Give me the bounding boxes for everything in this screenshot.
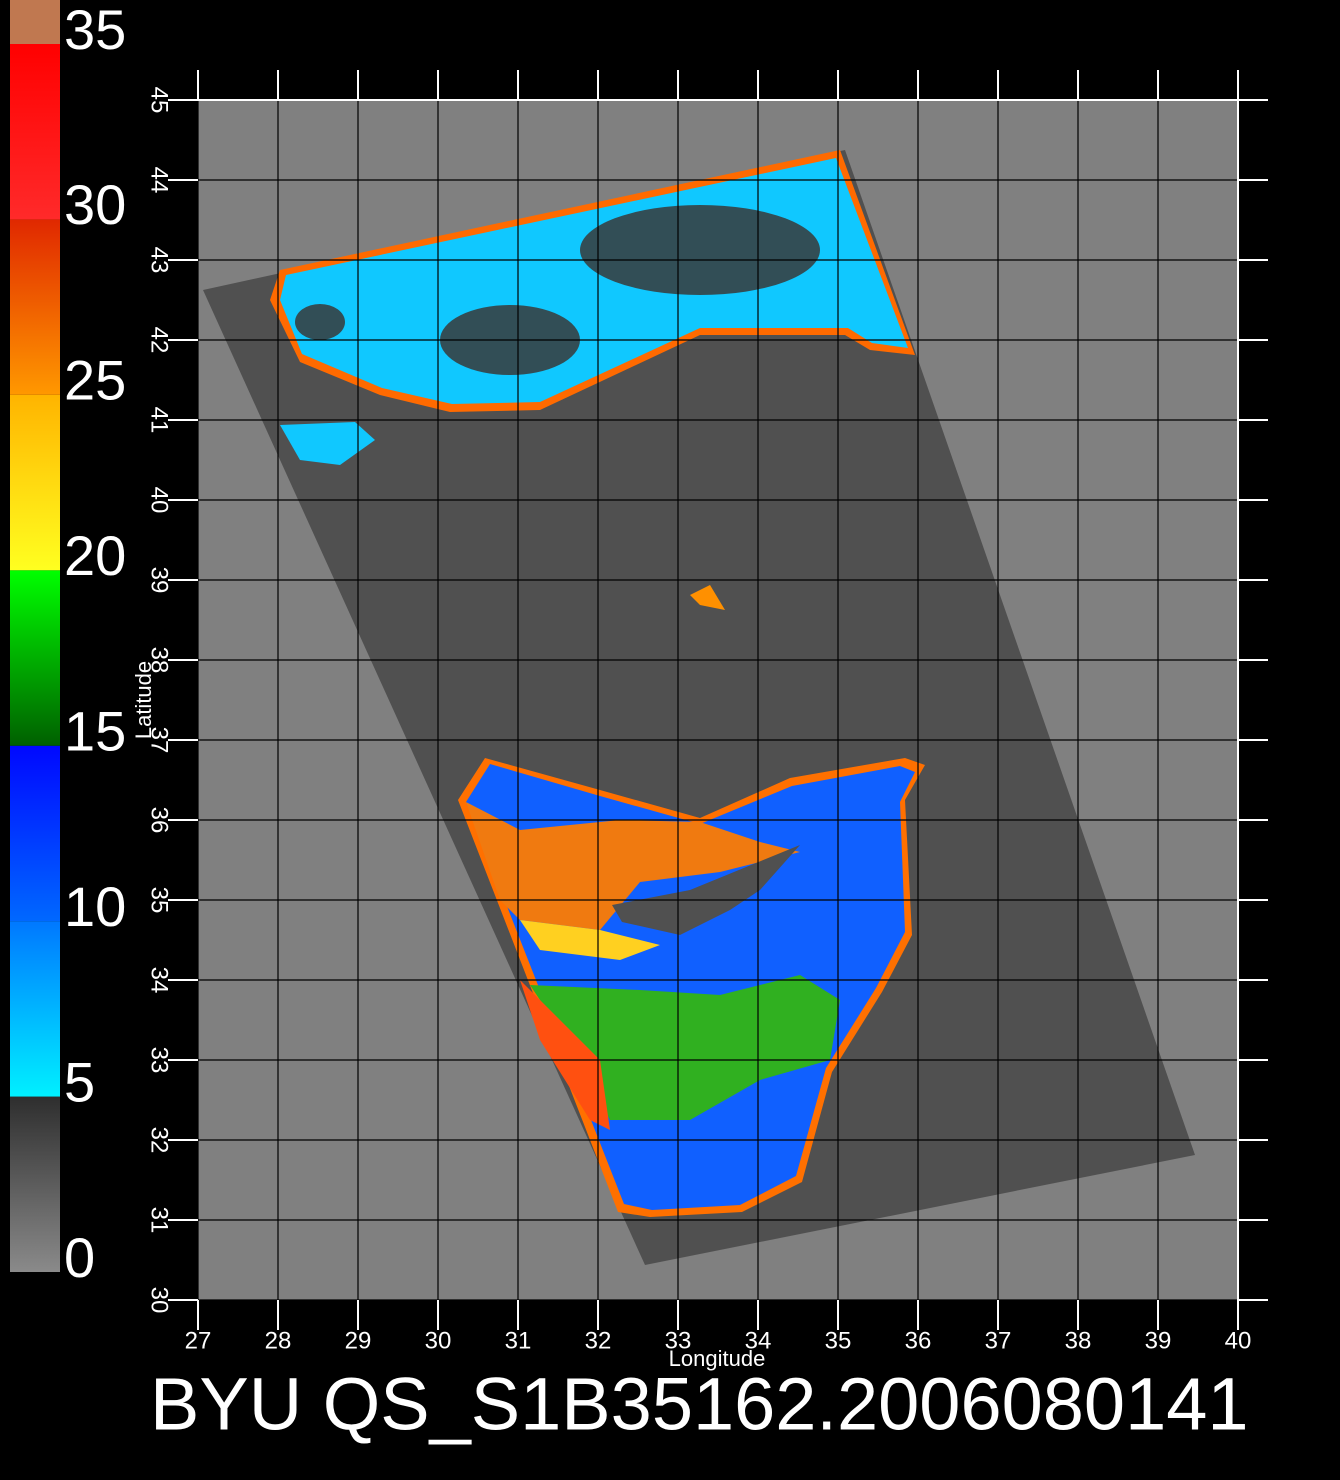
x-tick-label: 36 bbox=[905, 1327, 932, 1354]
swath bbox=[203, 150, 1195, 1265]
low-wind-patch bbox=[580, 205, 820, 295]
y-tick-label: 38 bbox=[146, 647, 173, 674]
colorbar-segment bbox=[10, 921, 60, 1097]
strong-wind-region bbox=[520, 980, 610, 1130]
colorbar-segment bbox=[10, 44, 60, 220]
y-tick-label: 42 bbox=[146, 327, 173, 354]
x-tick-label: 35 bbox=[825, 1327, 852, 1354]
sea-of-marmara bbox=[280, 422, 375, 465]
colorbar-tick-label: 35 bbox=[64, 0, 126, 61]
colorbar-segment bbox=[10, 219, 60, 395]
colorbar-segment bbox=[10, 394, 60, 571]
moderate-wind-region bbox=[530, 975, 840, 1120]
x-tick-label: 32 bbox=[585, 1327, 612, 1354]
x-tick-label: 40 bbox=[1225, 1327, 1252, 1354]
moderate-wind-region bbox=[520, 920, 660, 960]
x-tick-label: 33 bbox=[665, 1327, 692, 1354]
colorbar-tick-label: 20 bbox=[64, 524, 126, 587]
colorbar-segment bbox=[10, 1096, 60, 1272]
x-tick-label: 39 bbox=[1145, 1327, 1172, 1354]
y-tick-label: 32 bbox=[146, 1127, 173, 1154]
low-wind-patch bbox=[295, 304, 345, 340]
y-tick-label: 37 bbox=[146, 727, 173, 754]
y-tick-label: 34 bbox=[146, 967, 173, 994]
x-axis-label: Longitude bbox=[669, 1346, 766, 1371]
y-axis-label: Latitude bbox=[131, 661, 156, 739]
colorbar-cap bbox=[10, 0, 60, 44]
plot-area bbox=[198, 100, 1238, 1300]
y-tick-label: 41 bbox=[146, 407, 173, 434]
x-tick-label: 28 bbox=[265, 1327, 292, 1354]
x-tick-label: 30 bbox=[425, 1327, 452, 1354]
colorbar-tick-label: 30 bbox=[64, 173, 126, 236]
lake bbox=[690, 585, 725, 610]
strong-wind-region bbox=[466, 802, 800, 930]
colorbar: 0 5 10 15 20 25 30 35 bbox=[10, 0, 126, 1289]
colorbar-segment bbox=[10, 745, 60, 922]
x-tick-label: 38 bbox=[1065, 1327, 1092, 1354]
island bbox=[612, 845, 800, 935]
y-tick-label: 45 bbox=[146, 87, 173, 114]
y-tick-label: 33 bbox=[146, 1047, 173, 1074]
y-tick-label: 40 bbox=[146, 487, 173, 514]
x-tick-label: 27 bbox=[185, 1327, 212, 1354]
colorbar-tick-label: 0 bbox=[64, 1226, 95, 1289]
y-tick-label: 35 bbox=[146, 887, 173, 914]
axes: 27 28 29 30 31 32 33 34 35 36 37 38 39 40 30 31 32 33 34 35… bbox=[146, 70, 1268, 1354]
y-tick-label: 39 bbox=[146, 567, 173, 594]
y-tick-label: 30 bbox=[146, 1287, 173, 1314]
y-tick-label: 44 bbox=[146, 167, 173, 194]
colorbar-tick-label: 25 bbox=[64, 349, 126, 412]
chart-title: BYU QS_S1B35162.2006080141 bbox=[150, 1363, 1249, 1446]
colorbar-segment bbox=[10, 570, 60, 746]
colorbar-tick-label: 15 bbox=[64, 700, 126, 763]
y-tick-label: 36 bbox=[146, 807, 173, 834]
y-tick-label: 43 bbox=[146, 247, 173, 274]
colorbar-tick-label: 10 bbox=[64, 875, 126, 938]
x-tick-label: 31 bbox=[505, 1327, 532, 1354]
x-tick-label: 37 bbox=[985, 1327, 1012, 1354]
x-tick-label: 34 bbox=[745, 1327, 772, 1354]
colorbar-tick-label: 5 bbox=[64, 1050, 95, 1113]
x-tick-label: 29 bbox=[345, 1327, 372, 1354]
grid bbox=[197, 99, 1239, 1301]
y-tick-label: 31 bbox=[146, 1207, 173, 1234]
